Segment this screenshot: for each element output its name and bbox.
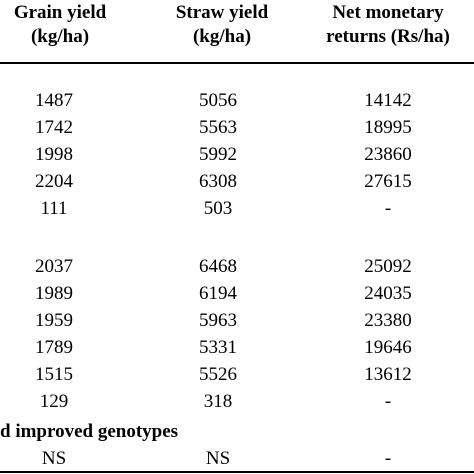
header-net-returns-line1: Net monetary	[332, 2, 444, 23]
grain-yield-cell: 1989	[35, 283, 73, 304]
header-net-returns-line2: returns (Rs/ha)	[326, 26, 450, 47]
header-grain-yield-line1: Grain yield	[13, 2, 107, 23]
net-returns-cell: 19646	[364, 337, 412, 358]
straw-yield-cell: 5963	[199, 310, 237, 331]
straw-yield-cell: 5526	[199, 364, 237, 385]
grain-yield-cell: 1742	[35, 117, 73, 138]
grain-yield-cell: 1789	[35, 337, 73, 358]
straw-yield-cell: 503	[203, 198, 233, 219]
straw-yield-cell: 5992	[199, 144, 237, 165]
net-returns-cell: 14142	[364, 90, 412, 111]
straw-yield-cell: 6468	[199, 256, 237, 277]
grain-yield-cell: 129	[39, 391, 69, 412]
net-returns-cell: 25092	[364, 256, 412, 277]
grain-yield-cell: 1487	[35, 90, 73, 111]
net-returns-cell: -	[384, 391, 392, 412]
net-returns-cell: -	[384, 198, 392, 219]
header-straw-yield-line1: Straw yield	[175, 2, 269, 23]
net-returns-cell: 27615	[364, 171, 412, 192]
net-returns-cell: 23860	[364, 144, 412, 165]
grain-yield-cell: 2204	[35, 171, 73, 192]
grain-yield-cell: 111	[40, 198, 68, 219]
header-grain-yield-line2: (kg/ha)	[30, 26, 90, 47]
grain-yield-cell: 1998	[35, 144, 73, 165]
net-returns-cell: 18995	[364, 117, 412, 138]
grain-yield-cell: 1959	[35, 310, 73, 331]
straw-yield-cell: 5056	[199, 90, 237, 111]
grain-yield-cell: 1515	[35, 364, 73, 385]
grain-yield-cell: 2037	[35, 256, 73, 277]
net-returns-cell: 13612	[364, 364, 412, 385]
straw-yield-cell: 5331	[199, 337, 237, 358]
header-straw-yield-line2: (kg/ha)	[192, 26, 252, 47]
bottom-rule	[0, 471, 474, 473]
net-returns-cell: -	[384, 448, 392, 469]
straw-yield-cell: 6194	[199, 283, 237, 304]
grain-yield-cell: NS	[41, 448, 67, 469]
straw-yield-cell: 6308	[199, 171, 237, 192]
straw-yield-cell: 5563	[199, 117, 237, 138]
header-rule	[0, 62, 474, 64]
straw-yield-cell: NS	[205, 448, 231, 469]
straw-yield-cell: 318	[203, 391, 233, 412]
interaction-label: d improved genotypes	[0, 421, 179, 442]
net-returns-cell: 23380	[364, 310, 412, 331]
net-returns-cell: 24035	[364, 283, 412, 304]
